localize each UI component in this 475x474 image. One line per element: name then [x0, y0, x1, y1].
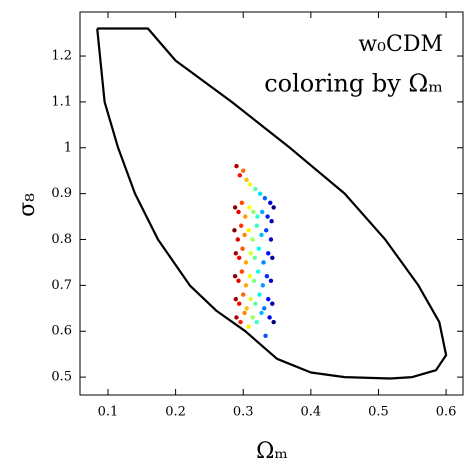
point	[259, 232, 264, 238]
point	[246, 324, 251, 329]
contour	[96, 27, 448, 380]
point	[243, 260, 249, 265]
x-tick-label: 0.1	[98, 405, 119, 420]
point	[236, 301, 242, 306]
point	[241, 292, 246, 297]
point	[236, 255, 242, 261]
plot-frame	[79, 11, 464, 396]
point	[237, 173, 243, 178]
point	[261, 306, 267, 311]
point	[264, 228, 269, 233]
point	[244, 306, 249, 311]
point	[268, 278, 274, 283]
point	[262, 196, 268, 201]
point	[250, 237, 255, 242]
point	[243, 214, 248, 219]
point	[256, 246, 261, 251]
point	[251, 209, 256, 215]
point	[236, 278, 241, 283]
y-tick-label: 0.9	[51, 186, 72, 201]
point	[252, 255, 257, 261]
point	[233, 296, 238, 302]
point	[260, 283, 266, 288]
y-tick-label: 0.6	[51, 324, 72, 339]
point	[236, 209, 241, 215]
point	[268, 237, 274, 242]
point	[242, 232, 247, 238]
point	[270, 301, 275, 306]
point	[243, 283, 249, 288]
point	[259, 310, 264, 316]
point	[270, 255, 275, 261]
point	[250, 315, 255, 320]
point	[248, 251, 253, 256]
x-tick-label: 0.4	[301, 405, 322, 420]
point	[271, 205, 276, 210]
point	[261, 260, 266, 265]
point	[247, 205, 252, 210]
x-tick-label: 0.5	[368, 405, 389, 420]
x-tick-label: 0.2	[165, 405, 186, 420]
x-tick-label: 0.6	[436, 405, 457, 420]
point	[253, 301, 258, 306]
y-axis-label: σ₈	[15, 193, 40, 217]
point	[266, 296, 271, 302]
point	[239, 269, 245, 274]
y-tick-label: 1	[64, 140, 72, 155]
point	[266, 251, 271, 256]
point	[238, 319, 243, 325]
point	[247, 274, 253, 279]
point	[241, 168, 246, 173]
point	[232, 228, 237, 233]
point	[240, 246, 245, 251]
point	[259, 209, 265, 215]
point	[255, 269, 261, 274]
point	[264, 274, 270, 279]
point	[253, 186, 258, 192]
point	[257, 191, 263, 196]
point	[269, 218, 274, 224]
point	[239, 223, 244, 228]
annotation: w₀CDM	[358, 32, 443, 57]
point	[271, 319, 276, 325]
point	[251, 278, 257, 283]
point	[232, 205, 238, 210]
point	[257, 292, 262, 297]
point	[247, 182, 253, 187]
point	[244, 177, 249, 183]
x-axis-label: Ωₘ	[256, 439, 288, 464]
point	[234, 163, 239, 169]
point	[239, 200, 245, 206]
point	[265, 214, 270, 219]
point	[268, 200, 273, 206]
x-tick-label: 0.3	[233, 405, 254, 420]
y-tick-label: 0.8	[51, 232, 72, 247]
point	[267, 315, 272, 320]
point	[232, 274, 238, 279]
y-tick-label: 1.2	[51, 49, 72, 64]
point	[254, 223, 259, 228]
y-tick-label: 0.7	[51, 278, 72, 293]
point	[242, 310, 247, 316]
y-tick-label: 0.5	[51, 370, 72, 385]
point	[234, 315, 239, 320]
point	[233, 251, 238, 256]
annotation: coloring by Ωₘ	[264, 70, 443, 98]
point	[248, 296, 253, 302]
y-tick-label: 1.1	[51, 94, 72, 109]
point	[254, 319, 259, 325]
point	[263, 333, 268, 339]
point	[246, 228, 251, 233]
point	[255, 214, 260, 219]
point	[235, 237, 241, 242]
